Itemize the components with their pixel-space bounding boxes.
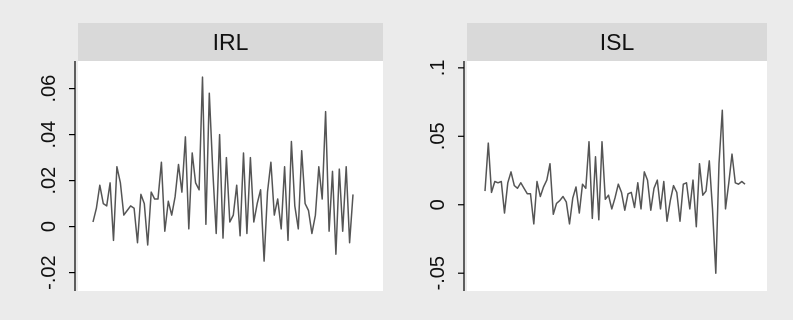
y-tick-label: .06 xyxy=(38,75,60,103)
y-tick-label: 0 xyxy=(38,221,60,232)
panel-title: IRL xyxy=(213,29,249,55)
series-line xyxy=(92,76,354,262)
y-tick-label: .02 xyxy=(38,167,60,195)
panel-isl: ISL -.05 0 .05 .1 xyxy=(427,23,767,291)
y-tick-label: -.05 xyxy=(427,256,449,290)
panel-strip xyxy=(467,23,767,61)
plot-area xyxy=(78,61,383,291)
y-tick-label: -.02 xyxy=(38,255,60,289)
panel-irl: IRL -.02 0 .02 .04 .06 xyxy=(38,23,383,291)
panel-title: ISL xyxy=(600,29,635,55)
series-line xyxy=(484,109,746,274)
y-tick-label: .05 xyxy=(427,122,449,150)
panel-strip xyxy=(78,23,383,61)
y-tick-label: .04 xyxy=(38,121,60,149)
y-tick-label: .1 xyxy=(427,60,449,77)
y-tick-label: 0 xyxy=(427,199,449,210)
